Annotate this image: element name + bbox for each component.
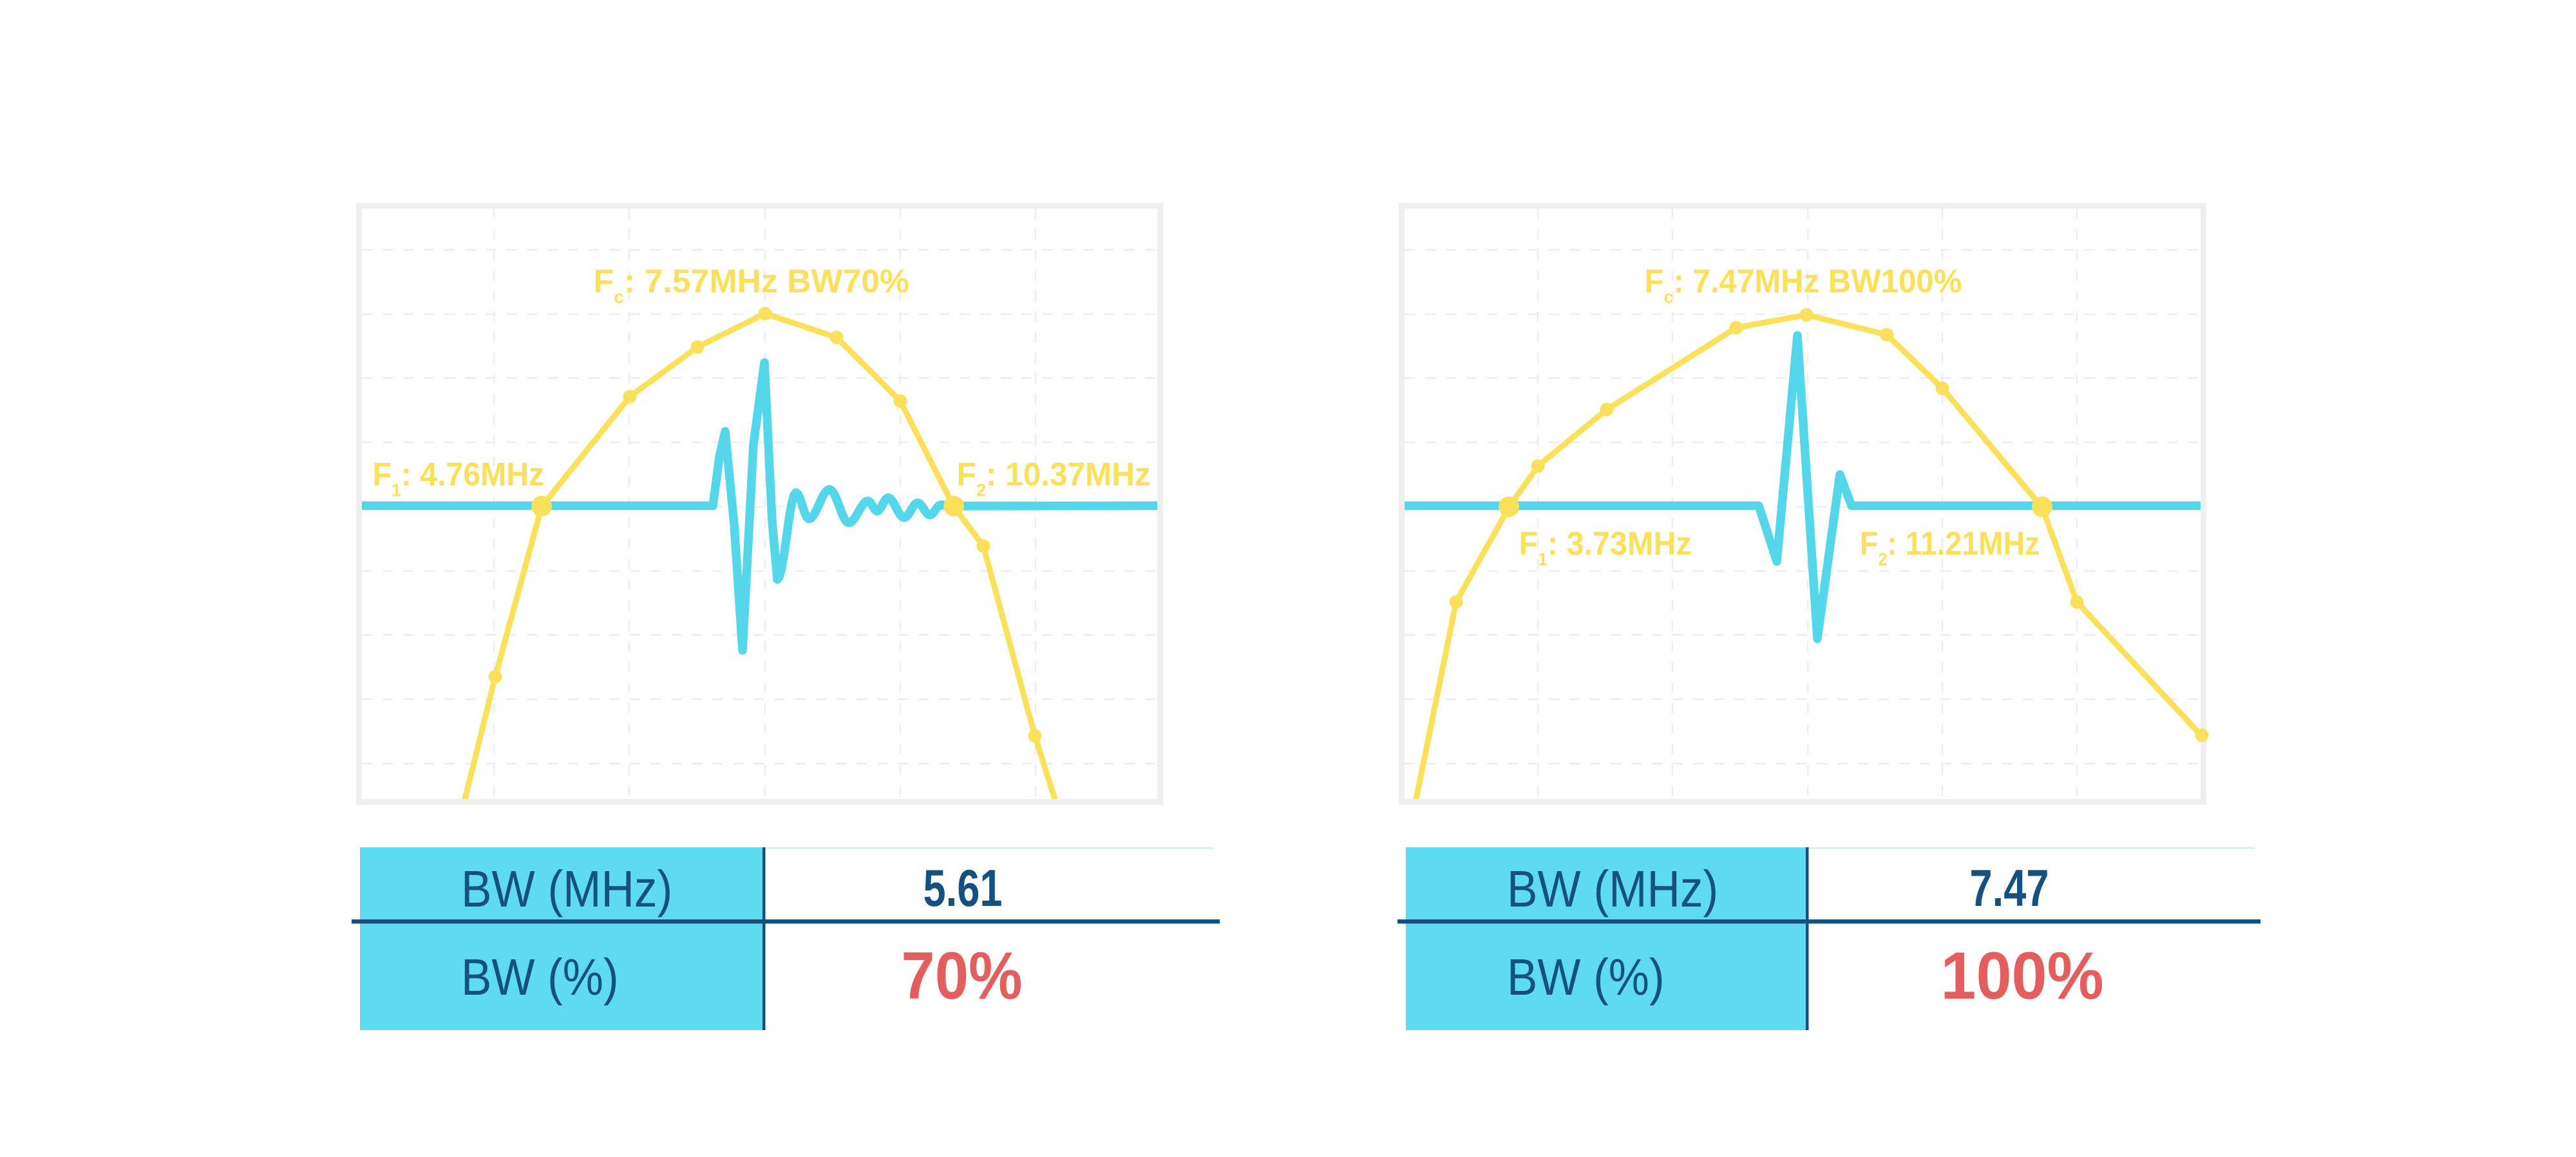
svg-text:5.61: 5.61 <box>923 860 1003 917</box>
svg-text:70%: 70% <box>901 939 1022 1013</box>
svg-text:F1: 3.73MHz: F1: 3.73MHz <box>1519 525 1692 569</box>
svg-text:BW (%): BW (%) <box>461 949 619 1006</box>
svg-text:BW (MHz): BW (MHz) <box>1507 860 1718 918</box>
svg-text:F1: 4.76MHz: F1: 4.76MHz <box>373 456 545 500</box>
svg-text:BW (%): BW (%) <box>1507 949 1665 1006</box>
svg-text:F2: 11.21MHz: F2: 11.21MHz <box>1860 525 2040 569</box>
svg-text:F2: 10.37MHz: F2: 10.37MHz <box>957 456 1151 500</box>
svg-text:BW (MHz): BW (MHz) <box>461 860 672 918</box>
svg-text:100%: 100% <box>1940 938 2103 1013</box>
svg-text:Fc: 7.57MHz BW70%: Fc: 7.57MHz BW70% <box>594 262 909 306</box>
svg-text:Fc: 7.47MHz BW100%: Fc: 7.47MHz BW100% <box>1645 263 1962 306</box>
svg-text:7.47: 7.47 <box>1970 860 2049 917</box>
